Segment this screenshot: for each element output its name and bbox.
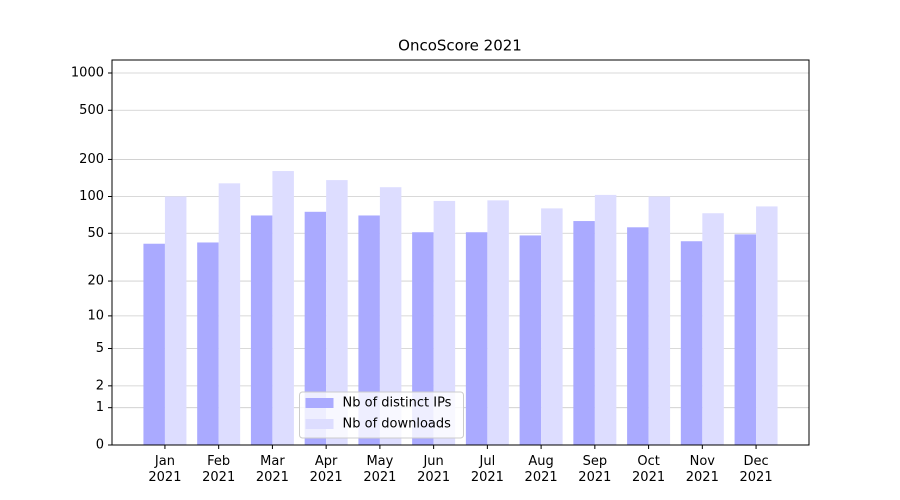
x-tick-label-line: 2021	[525, 470, 558, 485]
x-tick-label-line: 2021	[471, 470, 504, 485]
bar	[465, 232, 488, 445]
x-tick-label: Mar 2021	[256, 454, 289, 485]
x-tick-label-line: Oct	[637, 454, 659, 469]
x-tick-label-line: Mar	[260, 454, 285, 469]
x-tick-label-line: Dec	[743, 454, 768, 469]
x-tick-label: Oct 2021	[632, 454, 665, 485]
y-tick-label: 500	[79, 103, 104, 118]
x-tick-label-line: 2021	[740, 470, 773, 485]
x-tick-label: Dec 2021	[740, 454, 773, 485]
y-tick-label: 200	[79, 152, 104, 167]
x-tick-label: Jun 2021	[417, 454, 450, 485]
x-tick-label-line: Nov	[690, 454, 716, 469]
x-tick-label: Jul 2021	[471, 454, 504, 485]
bar	[573, 221, 595, 445]
x-tick-label-line: 2021	[310, 470, 343, 485]
bar	[164, 196, 187, 445]
bar	[734, 234, 757, 445]
plot-frame	[111, 59, 810, 446]
bar	[143, 243, 165, 445]
x-tick-label-line: Aug	[528, 454, 553, 469]
y-tick-label: 5	[96, 341, 104, 356]
x-tick-label: Nov 2021	[686, 454, 719, 485]
x-tick-label-line: 2021	[363, 470, 396, 485]
bar	[648, 196, 671, 445]
bar	[594, 194, 617, 445]
bar	[218, 183, 241, 445]
x-tick-label: May 2021	[363, 454, 396, 485]
y-tick-label: 10	[87, 308, 104, 323]
y-tick-label: 1	[96, 400, 104, 415]
legend-swatch	[305, 398, 334, 408]
x-tick-label: Apr 2021	[310, 454, 343, 485]
bar	[541, 208, 563, 445]
x-tick-label-line: 2021	[578, 470, 611, 485]
x-tick-label: Sep 2021	[578, 454, 611, 485]
x-tick-label-line: 2021	[417, 470, 450, 485]
bar	[433, 200, 456, 445]
bar	[487, 200, 509, 445]
y-tick-label: 50	[87, 226, 104, 241]
x-tick-label-line: May	[366, 454, 393, 469]
legend-label: Nb of downloads	[343, 417, 452, 432]
legend-label: Nb of distinct IPs	[343, 396, 452, 411]
bar	[519, 235, 542, 445]
bar	[326, 180, 348, 445]
y-tick-label: 2	[96, 378, 104, 393]
x-tick-label: Jan 2021	[148, 454, 181, 485]
x-tick-label-line: 2021	[632, 470, 665, 485]
legend-box	[299, 391, 464, 439]
x-tick-label: Aug 2021	[525, 454, 558, 485]
y-tick-label: 1000	[71, 65, 104, 80]
bar	[304, 211, 327, 445]
x-tick-label-line: Apr	[315, 454, 338, 469]
bar	[680, 241, 703, 445]
x-tick-label-line: Jan	[154, 454, 175, 469]
y-tick-label: 100	[79, 189, 104, 204]
x-tick-label-line: Jul	[479, 454, 496, 469]
bar	[702, 213, 724, 445]
x-tick-label-line: Jun	[422, 454, 443, 469]
bar	[379, 187, 402, 445]
bar	[197, 242, 219, 445]
bar	[627, 227, 649, 445]
x-tick-label-line: Feb	[207, 454, 230, 469]
bar	[272, 171, 294, 445]
bar	[756, 206, 778, 445]
y-tick-label: 20	[87, 274, 104, 289]
x-tick-label: Feb 2021	[202, 454, 235, 485]
y-tick-label: 0	[96, 438, 104, 453]
chart-title: OncoScore 2021	[398, 37, 522, 55]
x-tick-label-line: 2021	[686, 470, 719, 485]
legend-swatch	[305, 419, 334, 429]
x-tick-label-line: 2021	[148, 470, 181, 485]
x-tick-label-line: 2021	[256, 470, 289, 485]
bar	[250, 215, 273, 445]
bar	[358, 215, 380, 445]
x-tick-label-line: Sep	[583, 454, 608, 469]
x-tick-label-line: 2021	[202, 470, 235, 485]
